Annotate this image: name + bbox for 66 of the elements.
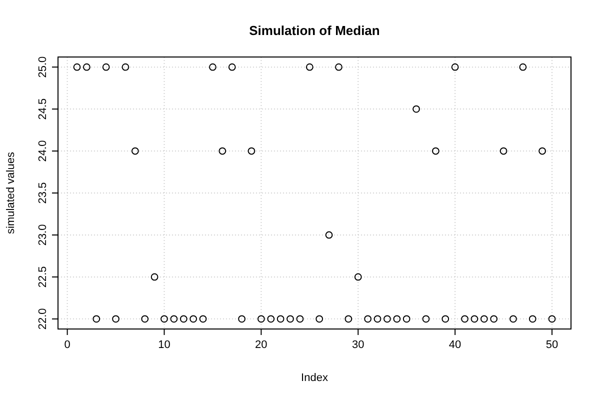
point: [335, 63, 342, 71]
y-tick-label: 23.5: [37, 182, 49, 204]
point: [538, 147, 546, 155]
y-axis-title: simulated values: [5, 152, 17, 234]
point: [528, 315, 536, 323]
point: [92, 315, 100, 323]
point: [150, 273, 158, 281]
point: [112, 315, 120, 323]
point: [402, 315, 410, 323]
point: [480, 315, 488, 323]
point: [248, 147, 256, 155]
point: [344, 315, 352, 323]
point: [548, 315, 556, 323]
point: [296, 315, 304, 323]
point: [393, 315, 401, 323]
point: [306, 63, 314, 71]
point: [461, 315, 468, 323]
y-tick-label: 23.0: [37, 224, 49, 246]
point: [510, 315, 517, 323]
point: [190, 315, 198, 323]
point: [141, 315, 149, 323]
point: [82, 63, 90, 71]
point: [412, 105, 420, 113]
point: [364, 315, 372, 323]
point: [267, 315, 275, 323]
point: [384, 315, 391, 323]
point: [316, 315, 324, 323]
x-tick-label: 30: [352, 339, 364, 351]
point: [276, 315, 284, 323]
x-tick-label: 40: [448, 339, 462, 351]
point: [238, 315, 246, 323]
point: [286, 315, 294, 323]
x-tick-label: 0: [64, 339, 70, 351]
point: [218, 147, 226, 155]
point: [199, 315, 207, 323]
y-tick-label: 24.0: [37, 140, 49, 162]
point: [442, 315, 450, 323]
point: [500, 147, 508, 155]
point: [354, 273, 362, 281]
point: [180, 315, 188, 323]
point: [422, 315, 430, 323]
x-axis-title: Index: [301, 372, 328, 384]
point: [102, 63, 110, 71]
chart-title: Simulation of Median: [249, 23, 380, 38]
point: [257, 315, 265, 323]
x-tick-label: 50: [546, 339, 558, 351]
y-tick-label: 22.5: [37, 266, 49, 288]
x-tick-label: 20: [255, 339, 268, 351]
y-tick-label: 24.5: [37, 98, 49, 120]
point: [490, 315, 498, 323]
point: [131, 147, 139, 155]
point: [73, 63, 81, 71]
point: [325, 231, 333, 239]
point: [160, 315, 168, 323]
point: [170, 315, 178, 323]
point: [374, 315, 382, 323]
point: [228, 63, 236, 71]
y-tick-label: 25.0: [37, 56, 49, 78]
point: [470, 315, 478, 323]
point: [519, 63, 527, 71]
point: [451, 63, 459, 71]
point: [122, 63, 130, 71]
point: [209, 63, 216, 71]
point: [432, 147, 440, 155]
x-tick-label: 10: [158, 339, 170, 351]
y-tick-label: 22.0: [37, 308, 49, 330]
